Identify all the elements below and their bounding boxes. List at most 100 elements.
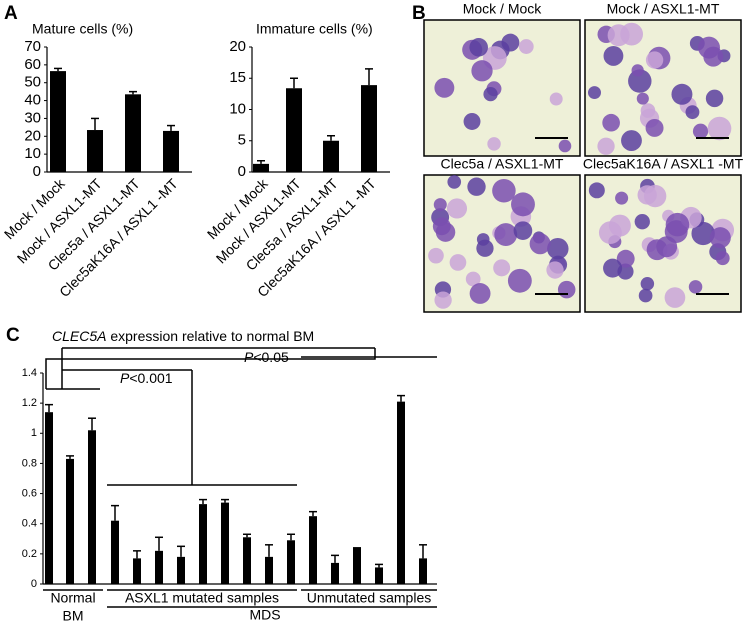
error-bar	[331, 554, 339, 563]
bar	[419, 558, 427, 584]
group-label: ASXL1 mutated samples	[125, 590, 279, 606]
micrograph-caption: Clec5a / ASXL1-MT	[441, 156, 564, 172]
error-bar	[257, 160, 265, 164]
cell	[715, 251, 730, 266]
cell	[640, 103, 656, 118]
bar	[177, 556, 185, 584]
panel-label: A	[4, 3, 18, 24]
bar	[88, 430, 96, 584]
cell	[447, 175, 462, 189]
cell	[615, 191, 629, 205]
cell	[487, 137, 501, 151]
bar	[309, 516, 317, 584]
y-tick-label: 10	[24, 145, 41, 162]
error-bar	[199, 498, 207, 505]
cell	[645, 51, 664, 69]
cell	[471, 60, 493, 82]
y-tick-label: 0	[31, 578, 37, 590]
bar	[125, 94, 141, 172]
cell	[518, 39, 534, 54]
cell	[469, 283, 491, 304]
cell	[465, 271, 481, 287]
cell	[656, 236, 678, 258]
y-tick-label: 70	[24, 38, 41, 55]
cell	[493, 259, 511, 277]
cell	[435, 222, 456, 242]
y-tick-label: 1.2	[22, 397, 37, 409]
supergroup-label: MDS	[249, 607, 280, 623]
cell	[698, 36, 720, 59]
error-bar	[167, 124, 175, 131]
error-bar	[129, 90, 137, 95]
cell	[492, 178, 516, 203]
cell	[597, 137, 615, 155]
bar	[221, 502, 229, 584]
micrographs: Mock / Mock Mock / ASXL1-MT Clec5a / ASXL1…	[423, 1, 744, 313]
group-label: BM	[63, 608, 84, 624]
y-tick-label: 0	[33, 163, 41, 180]
cell	[463, 113, 481, 130]
p-value: <0.001	[129, 370, 172, 386]
cell	[467, 177, 486, 196]
cell	[685, 105, 700, 120]
cell	[665, 212, 690, 237]
error-bar	[419, 544, 427, 559]
chart-title: CLEC5A expression relative to normal BM	[52, 328, 314, 344]
y-tick-label: 20	[229, 38, 246, 55]
cell	[664, 287, 686, 308]
cell	[428, 247, 444, 264]
error-bar	[243, 533, 251, 538]
cell	[469, 38, 488, 57]
cell	[483, 86, 498, 102]
cell	[692, 123, 709, 139]
bar	[375, 567, 383, 584]
y-tick-label: 15	[229, 69, 246, 86]
cell	[607, 24, 630, 47]
bar	[323, 140, 339, 172]
cell	[616, 249, 635, 268]
cell	[529, 233, 551, 255]
bar	[243, 537, 251, 584]
error-bar	[397, 394, 405, 402]
cell	[707, 116, 732, 141]
p-symbol: P	[244, 349, 254, 365]
error-bar	[54, 67, 62, 72]
cell	[588, 182, 605, 199]
bar	[87, 130, 103, 172]
cell	[671, 83, 693, 105]
error-bar	[375, 563, 383, 568]
cell	[709, 227, 731, 249]
y-tick-label: 5	[238, 132, 246, 149]
group-label: Unmutated samples	[307, 590, 432, 606]
bar	[199, 504, 207, 584]
bar	[286, 88, 302, 172]
cell	[476, 233, 490, 246]
error-bar	[309, 510, 317, 517]
bar	[133, 558, 141, 584]
cell	[705, 89, 724, 108]
annotation: P<0.001	[120, 370, 173, 386]
cell	[638, 288, 653, 303]
bar	[331, 562, 339, 584]
y-tick-label: 50	[24, 74, 41, 91]
bar	[50, 71, 66, 172]
cell	[631, 64, 644, 77]
y-tick-label: 1.4	[22, 367, 37, 379]
micrograph-caption: Mock / Mock	[463, 1, 543, 17]
error-bar	[45, 403, 53, 413]
bar	[397, 401, 405, 584]
error-bar	[221, 498, 229, 503]
cell	[547, 237, 569, 260]
cell	[546, 261, 564, 279]
error-bar	[155, 536, 163, 551]
cell	[634, 214, 650, 230]
y-tick-label: 60	[24, 56, 41, 73]
cell	[645, 118, 664, 137]
cell	[433, 198, 447, 212]
cell	[449, 254, 467, 271]
y-tick-label: 10	[229, 100, 246, 117]
group-label: Normal	[50, 590, 95, 606]
micrograph-caption: Clec5aK16A / ASXL1 -MT	[583, 156, 744, 172]
cell	[507, 268, 532, 293]
